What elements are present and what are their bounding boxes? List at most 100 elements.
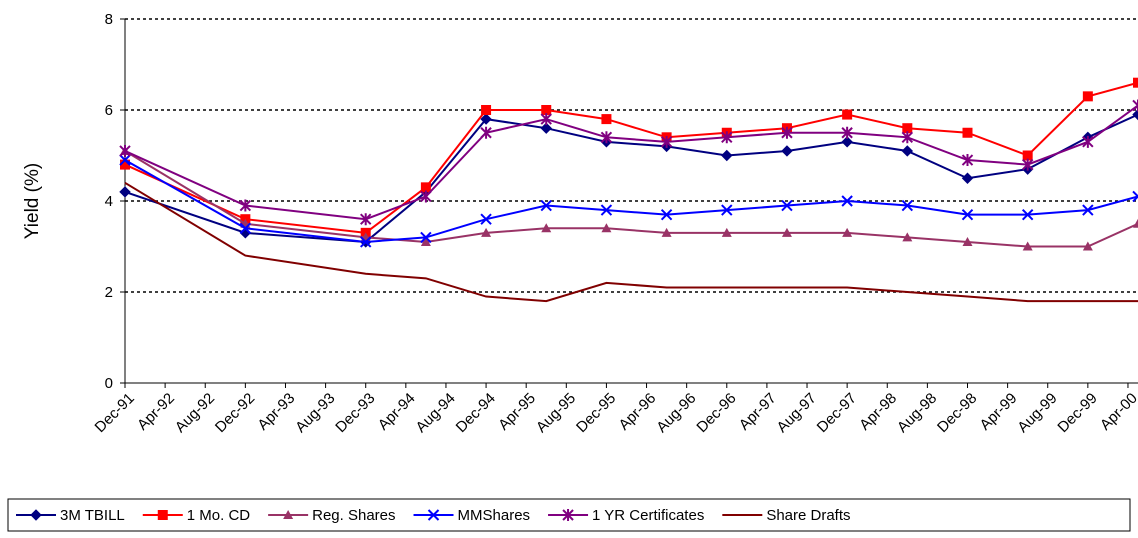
marker — [961, 154, 974, 167]
marker — [842, 227, 853, 237]
marker — [841, 136, 853, 148]
marker — [119, 144, 131, 157]
marker — [1082, 135, 1094, 148]
x-tick-label: Aug-95 — [533, 390, 579, 436]
legend-label: 1 YR Certificates — [592, 507, 704, 524]
marker — [1082, 241, 1093, 251]
x-tick-label: Aug-97 — [774, 390, 820, 436]
marker — [283, 510, 294, 519]
marker — [1082, 204, 1094, 216]
marker — [239, 199, 252, 212]
marker — [781, 199, 793, 212]
x-tick-label: Apr-94 — [375, 390, 419, 434]
x-tick-label: Dec-97 — [814, 390, 860, 436]
marker — [481, 105, 492, 115]
x-tick-label: Aug-93 — [292, 390, 338, 436]
x-tick-label: Dec-96 — [693, 390, 739, 436]
marker — [902, 123, 913, 134]
legend-label: 1 Mo. CD — [187, 507, 251, 524]
x-tick-label: Dec-93 — [332, 390, 378, 436]
marker — [1133, 77, 1138, 88]
marker — [360, 213, 372, 226]
marker — [721, 204, 733, 216]
legend-label: MMShares — [458, 507, 531, 524]
marker — [660, 208, 673, 221]
marker — [1021, 208, 1034, 221]
x-tick-label: Apr-97 — [736, 390, 780, 434]
x-tick-label: Apr-96 — [616, 390, 660, 434]
marker — [541, 223, 552, 233]
marker — [420, 236, 431, 246]
y-tick-label: 4 — [105, 193, 113, 210]
legend-label: Reg. Shares — [312, 507, 395, 524]
x-tick-label: Apr-98 — [856, 390, 900, 434]
marker — [420, 182, 431, 193]
marker — [239, 222, 252, 235]
x-tick-label: Apr-95 — [495, 390, 539, 434]
marker — [1132, 108, 1138, 121]
marker — [480, 213, 492, 225]
marker — [1132, 99, 1138, 112]
x-tick-label: Dec-94 — [453, 390, 499, 436]
x-tick-label: Apr-92 — [134, 390, 178, 434]
legend: 3M TBILL 1 Mo. CD Reg. Shares MMShares 1 YR … — [7, 498, 1131, 532]
y-axis-label: Yield (%) — [22, 163, 43, 239]
marker — [480, 126, 492, 139]
x-tick-label: Apr-00 — [1097, 390, 1138, 434]
marker — [1022, 241, 1033, 251]
marker — [901, 145, 914, 157]
marker — [540, 199, 552, 212]
marker — [842, 109, 853, 120]
marker — [1082, 91, 1093, 102]
marker — [360, 236, 372, 248]
marker — [721, 227, 732, 237]
marker — [600, 131, 613, 144]
marker — [30, 509, 42, 521]
marker — [540, 113, 552, 126]
x-tick-label: Aug-99 — [1014, 390, 1060, 436]
marker — [962, 236, 973, 246]
marker — [901, 199, 914, 212]
marker — [781, 227, 792, 237]
marker — [1133, 218, 1138, 228]
marker — [1022, 150, 1033, 161]
series-line — [124, 104, 1138, 221]
marker — [1021, 158, 1034, 171]
marker — [119, 154, 131, 166]
marker — [480, 113, 492, 125]
legend-label: 3M TBILL — [60, 507, 125, 524]
marker — [120, 159, 130, 170]
marker — [540, 122, 552, 134]
marker — [119, 186, 131, 198]
y-tick-label: 2 — [105, 284, 113, 301]
series-line — [124, 181, 1138, 303]
x-tick-label: Dec-91 — [92, 390, 138, 436]
legend-box — [7, 498, 1131, 532]
marker — [420, 190, 432, 203]
series-line — [124, 81, 1138, 234]
marker — [962, 127, 973, 138]
marker — [660, 135, 673, 148]
marker — [841, 195, 853, 207]
x-tick-label: Dec-98 — [934, 390, 980, 436]
marker — [157, 510, 168, 520]
marker — [420, 231, 432, 244]
marker — [601, 114, 612, 125]
x-tick-label: Aug-98 — [894, 390, 940, 436]
marker — [781, 126, 793, 139]
marker — [541, 105, 552, 115]
y-tick-label: 0 — [105, 375, 113, 392]
x-tick-label: Aug-96 — [653, 390, 699, 436]
marker — [601, 223, 612, 233]
legend-label: Share Drafts — [766, 507, 850, 524]
x-tick-label: Dec-99 — [1054, 390, 1100, 436]
x-tick-label: Apr-93 — [254, 390, 298, 434]
x-tick-label: Dec-92 — [212, 390, 258, 436]
marker — [902, 232, 913, 242]
series-line — [124, 113, 1138, 243]
marker — [901, 131, 914, 144]
x-tick-label: Aug-94 — [413, 390, 459, 436]
marker — [427, 509, 440, 521]
x-tick-label: Aug-92 — [172, 390, 218, 436]
